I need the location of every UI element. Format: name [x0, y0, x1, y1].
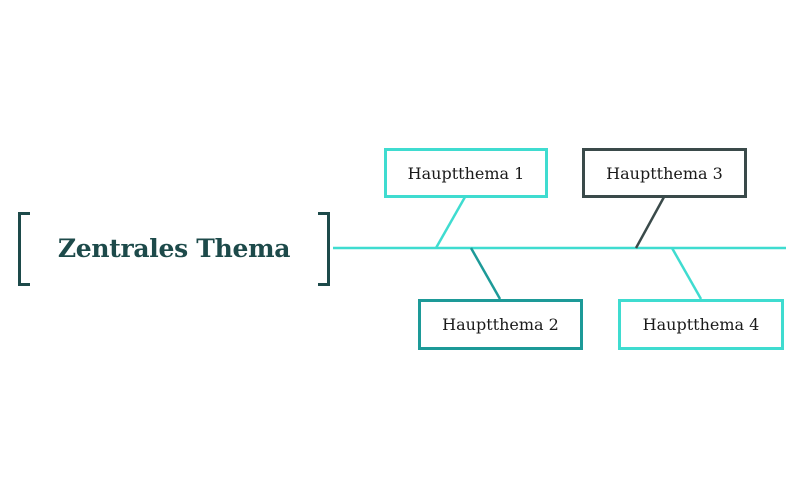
main-topic-2[interactable]: Hauptthema 2 — [418, 299, 583, 350]
main-topic-4[interactable]: Hauptthema 4 — [618, 299, 784, 350]
right-bracket — [318, 212, 330, 286]
main-topic-1-label: Hauptthema 1 — [407, 163, 525, 183]
main-topic-3[interactable]: Hauptthema 3 — [582, 148, 747, 198]
left-bracket — [18, 212, 30, 286]
main-topic-2-label: Hauptthema 2 — [442, 315, 559, 334]
branch-line-2 — [469, 247, 502, 300]
central-topic-label: Zentrales Thema — [57, 234, 291, 263]
main-topic-4-label: Hauptthema 4 — [642, 315, 760, 334]
main-topic-3-label: Hauptthema 3 — [606, 163, 723, 183]
central-topic[interactable]: Zentrales Thema — [18, 212, 330, 286]
branch-line-4 — [670, 247, 703, 300]
branch-line-1 — [434, 196, 467, 249]
branch-line-3 — [634, 196, 666, 249]
main-topic-1[interactable]: Hauptthema 1 — [384, 148, 548, 198]
